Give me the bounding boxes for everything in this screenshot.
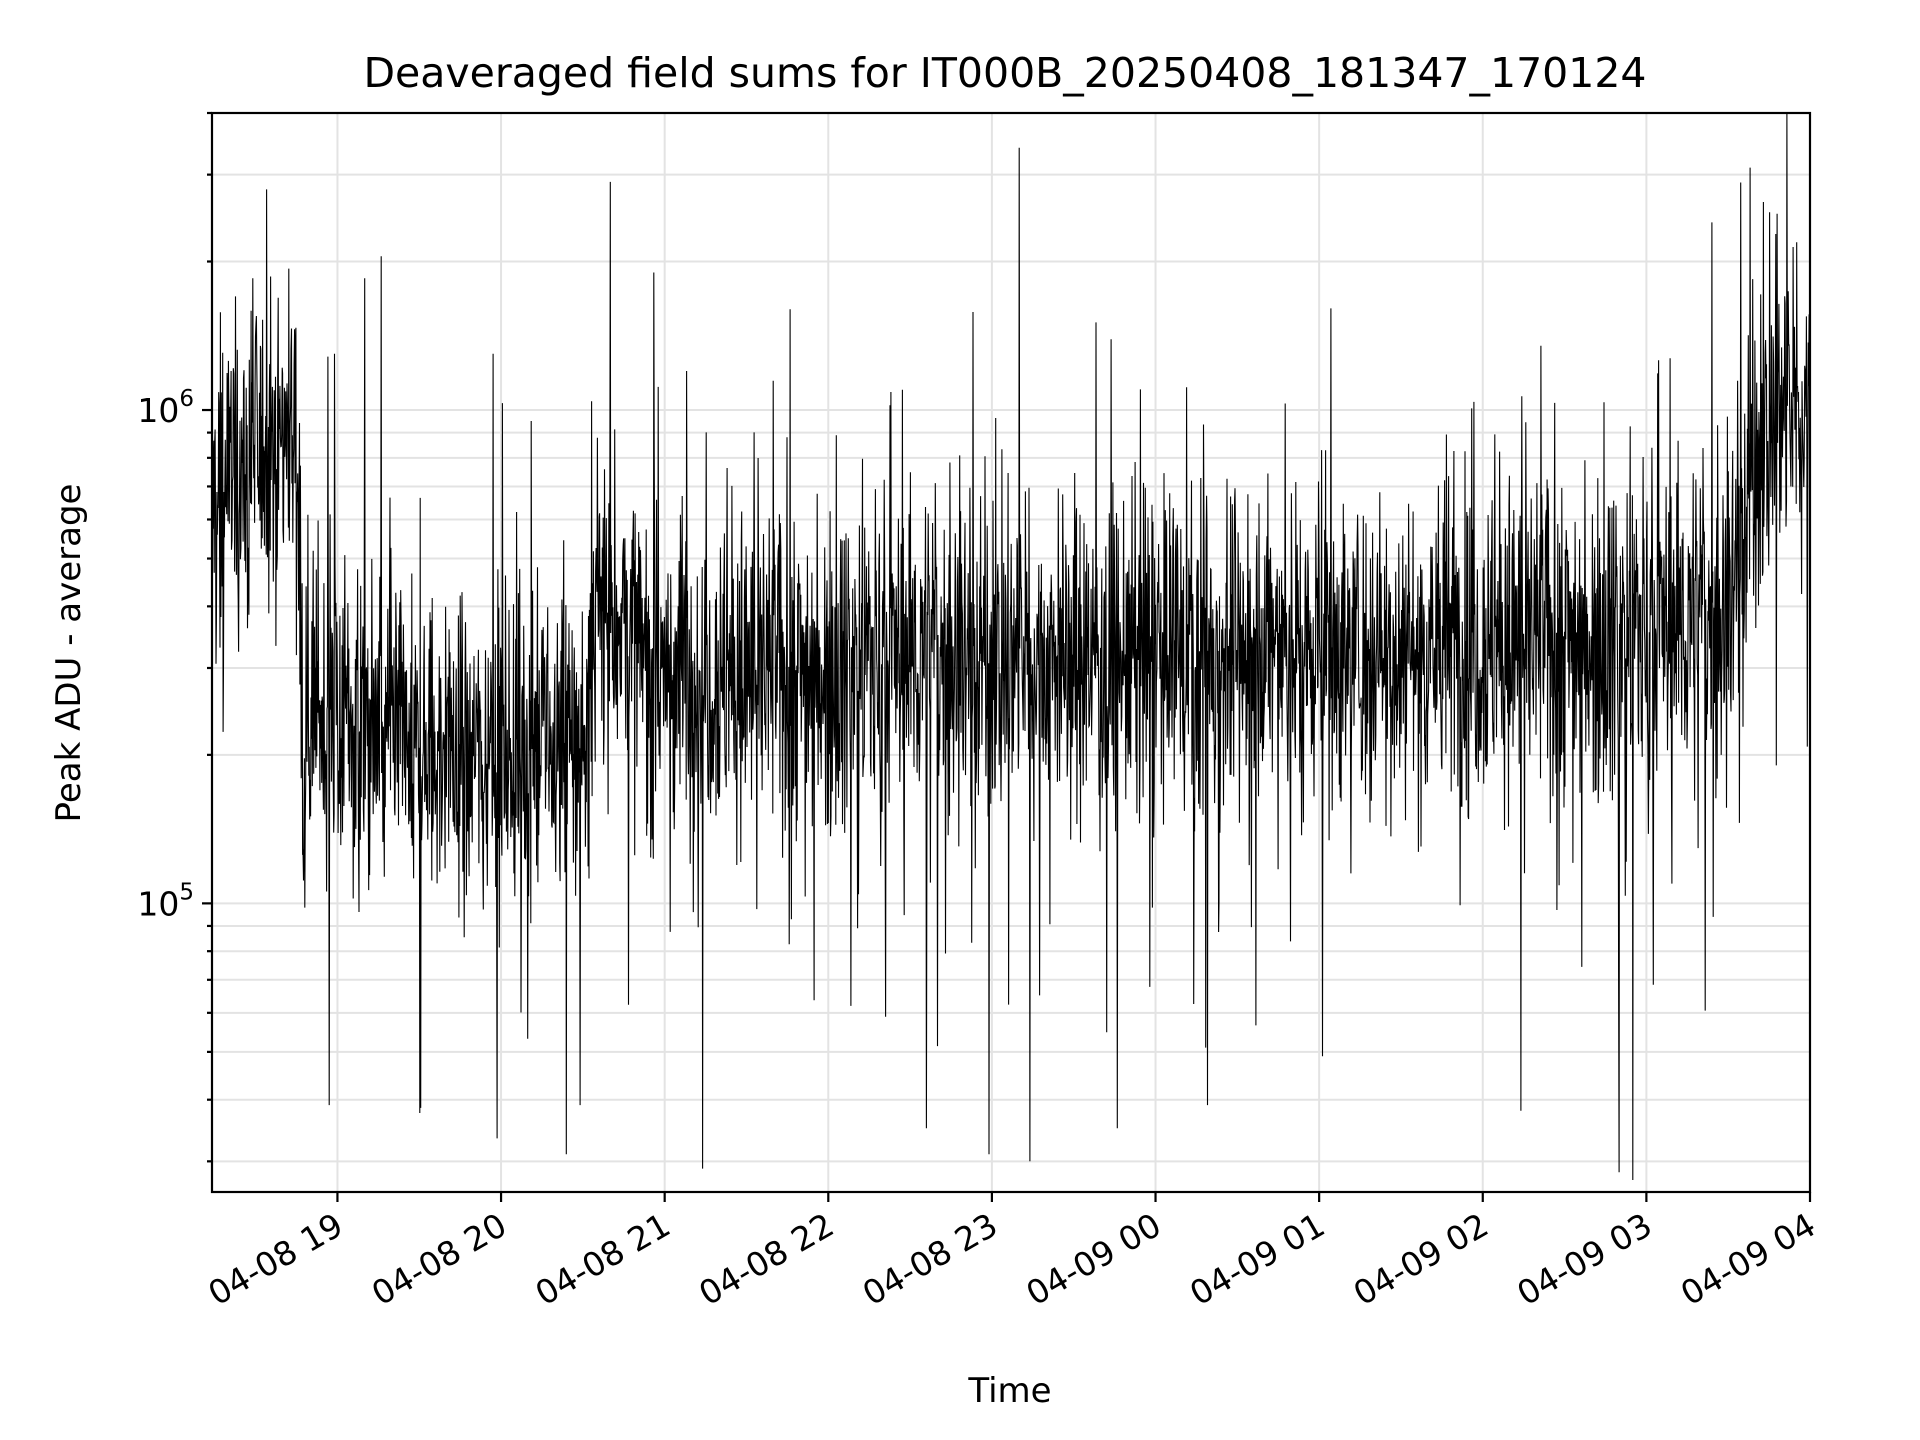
series-line: [211, 112, 1811, 1181]
axes-frame: [210, 111, 1812, 1194]
y-axis-label: Peak ADU - average: [49, 484, 89, 823]
plot-area: [211, 112, 1811, 1181]
chart-title: Deaveraged field sums for IT000B_2025040…: [363, 49, 1646, 97]
y-tick-label: 105: [137, 879, 194, 923]
x-axis-label: Time: [967, 1371, 1051, 1411]
y-axis: 105 106: [137, 111, 212, 1163]
y-tick-label: 106: [137, 386, 194, 430]
